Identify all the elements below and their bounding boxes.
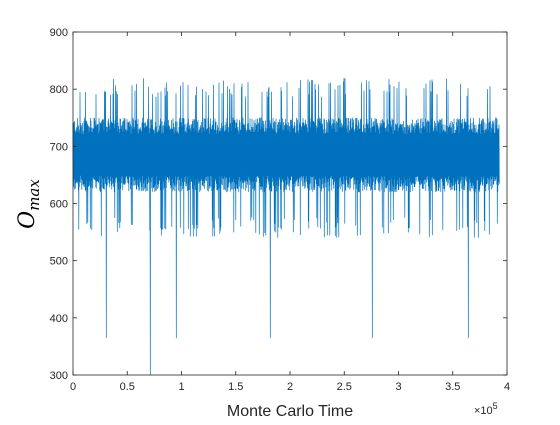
y-tick-label: 400 bbox=[50, 313, 68, 325]
y-tick-label: 300 bbox=[50, 370, 68, 382]
x-tick-label: 3.5 bbox=[445, 381, 460, 393]
ticks-layer: 0 0.5 1 1.5 2 2.5 3 3.5 4 300 400 500 600 700 800 900 bbox=[50, 27, 510, 393]
y-tick-label: 700 bbox=[50, 141, 68, 153]
x-tick-label: 0.5 bbox=[120, 381, 135, 393]
y-tick-label: 500 bbox=[50, 256, 68, 268]
x-tick-label: 3 bbox=[395, 381, 401, 393]
y-axis-title-subscript: max bbox=[25, 179, 43, 211]
y-tick-label: 800 bbox=[50, 84, 68, 96]
svg-text:Omax: Omax bbox=[15, 179, 43, 229]
x-tick-label: 1 bbox=[178, 381, 184, 393]
y-axis-title-main: O bbox=[15, 211, 40, 229]
series-line bbox=[72, 78, 500, 376]
plot-area-background bbox=[73, 32, 507, 375]
y-tick-label: 900 bbox=[50, 27, 68, 39]
x-tick-label: 2 bbox=[287, 381, 293, 393]
x-axis-title: Monte Carlo Time bbox=[227, 403, 353, 420]
x-axis-exponent-power: 5 bbox=[493, 401, 498, 411]
y-tick-label: 600 bbox=[50, 199, 68, 211]
x-axis-exponent-base: ×10 bbox=[474, 405, 493, 417]
x-axis-exponent: ×105 bbox=[474, 401, 498, 417]
y-axis-title: Omax bbox=[15, 179, 43, 229]
x-tick-label: 1.5 bbox=[228, 381, 243, 393]
x-tick-label: 2.5 bbox=[337, 381, 352, 393]
series-layer bbox=[72, 78, 500, 376]
x-tick-label: 4 bbox=[504, 381, 510, 393]
x-tick-label: 0 bbox=[70, 381, 76, 393]
